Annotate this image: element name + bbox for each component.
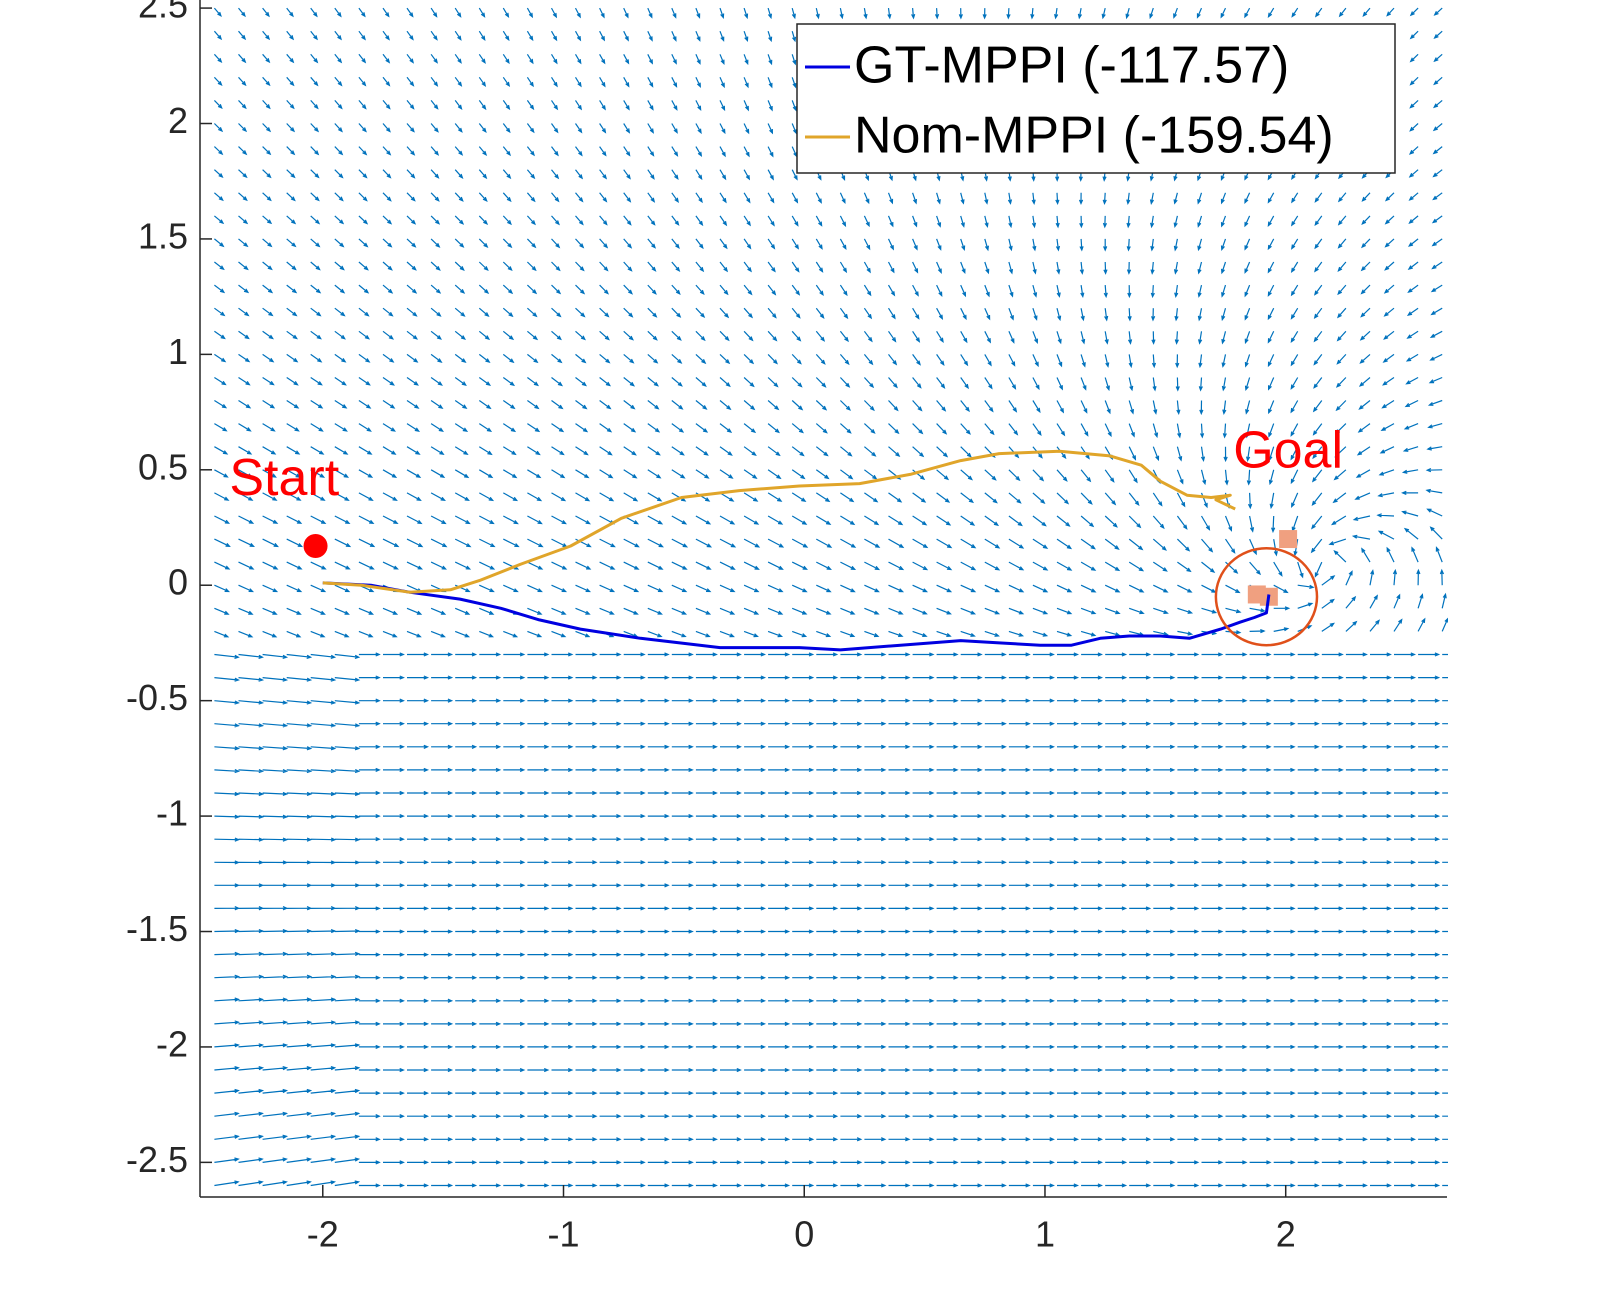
quiver-row <box>214 284 1443 299</box>
y-tick-label: 2.5 <box>138 0 188 26</box>
y-tick-label: 1.5 <box>138 215 188 256</box>
quiver-row <box>214 721 1448 728</box>
y-tick-label: -1 <box>156 793 188 834</box>
legend-label: GT-MPPI (-117.57) <box>854 37 1289 95</box>
x-tick-label: 0 <box>794 1214 814 1255</box>
x-tick-label: 1 <box>1035 1214 1055 1255</box>
y-tick-label: -2 <box>156 1023 188 1064</box>
quiver-row <box>214 330 1443 345</box>
quiver-row <box>214 1066 1448 1073</box>
quiver-row <box>214 526 1443 557</box>
quiver-row <box>214 698 1448 705</box>
x-tick-label: -2 <box>307 1214 339 1255</box>
quiver-row <box>214 951 1448 957</box>
quiver-row <box>214 446 1443 463</box>
quiver-row <box>214 997 1448 1003</box>
quiver-row <box>214 1134 1448 1142</box>
quiver-row <box>214 1180 1448 1188</box>
quiver-row <box>214 399 1443 416</box>
quiver-row <box>214 1157 1448 1165</box>
quiver-row <box>214 488 1443 510</box>
annotation: Start <box>229 449 339 507</box>
start-marker <box>303 533 328 558</box>
quiver-row <box>214 675 1448 682</box>
y-tick-label: 1 <box>168 331 188 372</box>
quiver-row <box>214 790 1448 797</box>
plot-area: -2 -1 0 1 2 -2.5 -2 -1.5 -1 -0.5 0 0.5 1 1.5 2 2.5 Start… <box>126 0 1447 1255</box>
quiver-row <box>214 467 1443 486</box>
quiver-row <box>214 1111 1448 1119</box>
quiver-row <box>213 169 1443 182</box>
quiver-row <box>214 592 1447 615</box>
x-tick-label: -1 <box>547 1214 579 1255</box>
quiver-row <box>214 1020 1448 1026</box>
quiver-row <box>213 7 1443 20</box>
quiver-row <box>214 568 1445 594</box>
quiver-row <box>214 860 1448 865</box>
obstacle <box>1247 585 1266 604</box>
quiver-row <box>214 261 1443 275</box>
quiver-row <box>214 744 1448 751</box>
goal-region <box>1214 547 1319 647</box>
y-tick-label: -2.5 <box>126 1139 188 1180</box>
quiver-row <box>214 376 1443 392</box>
quiver-row <box>214 1088 1448 1096</box>
y-tick-label: -1.5 <box>126 908 188 949</box>
y-tick-label: 0 <box>168 562 188 603</box>
quiver-row <box>214 928 1448 934</box>
legend-label: Nom-MPPI (-159.54) <box>854 107 1334 165</box>
quiver-row <box>214 813 1448 819</box>
quiver-row <box>214 215 1443 229</box>
quiver-row <box>214 423 1443 439</box>
trajectory <box>322 581 1271 652</box>
quiver-row <box>214 192 1443 206</box>
quiver-row <box>214 307 1443 322</box>
y-tick-label: -0.5 <box>126 677 188 718</box>
obstacle <box>1279 530 1298 549</box>
quiver-row <box>214 767 1448 774</box>
quiver-row <box>214 546 1443 579</box>
quiver-row <box>214 652 1448 659</box>
quiver-row <box>214 837 1448 842</box>
legend-box <box>796 23 1396 174</box>
quiver-row <box>214 238 1443 252</box>
quiver-row <box>214 883 1448 888</box>
y-tick-label: 2 <box>168 100 188 141</box>
quiver-row <box>214 906 1448 911</box>
annotation: Goal <box>1233 421 1343 479</box>
quiver-row <box>214 353 1443 369</box>
quiver-row <box>214 1043 1448 1050</box>
quiver-row <box>214 508 1443 534</box>
x-tick-label: 2 <box>1276 1214 1296 1255</box>
trajectory <box>322 449 1236 594</box>
quiver-row <box>214 617 1448 638</box>
quiver-row <box>214 974 1448 980</box>
y-tick-label: 0.5 <box>138 446 188 487</box>
